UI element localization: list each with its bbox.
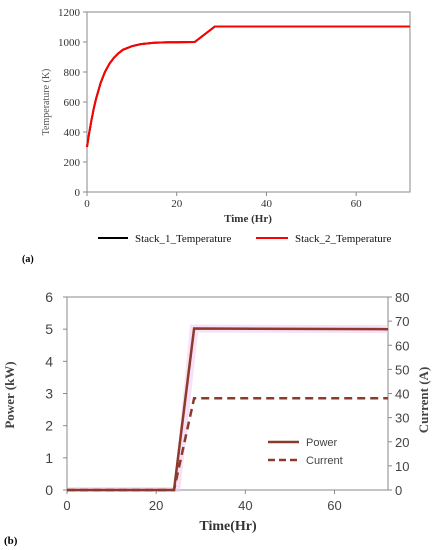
chart-b-y-tick-label-right: 80 [395, 290, 409, 305]
chart-b-x-tick-label: 20 [149, 498, 163, 513]
legend-label-power: Power [306, 437, 338, 449]
chart-b-y-tick-label-left: 5 [45, 321, 53, 337]
chart-a-y-tick-label: 800 [64, 67, 81, 79]
chart-a-y-tick-label: 1200 [58, 7, 81, 19]
chart-b-y-tick-label-left: 2 [45, 418, 53, 434]
chart-b-y-tick-label-right: 40 [395, 387, 409, 402]
chart-b-series-lines [67, 327, 389, 492]
chart-a-x-tick-label: 20 [171, 198, 183, 210]
panel-label-b: (b) [4, 535, 18, 547]
legend-label-stack-2: Stack_2_Temperature [295, 233, 391, 245]
chart-b-y-axis-label-left: Power (kW) [2, 361, 17, 428]
chart-a-y-axis-label: Temperature (K) [41, 69, 52, 136]
chart-b-y-tick-label-left: 4 [45, 353, 53, 369]
chart-b-y-tick-label-right: 70 [395, 314, 409, 329]
chart-b-y-tick-label-right: 10 [395, 459, 409, 474]
panel-label-a: (a) [22, 254, 34, 265]
chart-a-plot-area [86, 11, 411, 193]
chart-a-x-tick-label: 0 [84, 198, 90, 210]
chart-b: 0 1 2 3 4 5 6 0 10 20 30 40 50 60 70 80 0 20 40 60 Time(H… [2, 289, 431, 547]
chart-a-y-tick-label: 1000 [58, 37, 81, 49]
chart-b-x-tick-label: 0 [63, 498, 70, 513]
chart-a-y-tick-label: 200 [64, 157, 81, 169]
chart-b-y-tick-label-right: 20 [395, 435, 409, 450]
chart-a-x-tick-label: 60 [351, 198, 363, 210]
chart-a-x-axis-label: Time (Hr) [224, 213, 272, 225]
chart-a-y-tick-label: 600 [64, 97, 81, 109]
chart-b-y-tick-label-right: 60 [395, 338, 409, 353]
chart-a-x-ticks: 0 20 40 60 [84, 192, 362, 210]
chart-a-y-tick-label: 400 [64, 127, 81, 139]
chart-b-y-tick-label-right: 50 [395, 362, 409, 377]
chart-a-y-ticks: 0 200 400 600 800 1000 1200 [58, 7, 87, 199]
chart-b-y-tick-label-left: 6 [45, 289, 53, 305]
chart-b-y-tick-label-left: 0 [45, 482, 53, 498]
chart-b-x-tick-label: 40 [238, 498, 252, 513]
chart-b-y-ticks-right: 0 10 20 30 40 50 60 70 80 [388, 290, 409, 498]
legend-label-current: Current [306, 455, 343, 467]
chart-b-y-axis-label-right: Current (A) [416, 367, 431, 434]
chart-b-y-ticks-left: 0 1 2 3 4 5 6 [45, 289, 67, 498]
chart-b-x-axis-label: Time(Hr) [199, 519, 257, 534]
chart-b-series-line-current [67, 397, 388, 492]
legend-label-stack-1: Stack_1_Temperature [135, 233, 231, 245]
chart-b-x-tick-label: 60 [327, 498, 341, 513]
chart-b-legend: Power Current [268, 437, 343, 467]
chart-a-series-lines [86, 25, 410, 148]
chart-b-y-tick-label-right: 0 [395, 483, 402, 498]
chart-a-legend: Stack_1_Temperature Stack_2_Temperature [98, 233, 391, 245]
chart-a-series-line-2 [86, 25, 410, 148]
chart-b-y-tick-label-left: 1 [45, 450, 53, 466]
chart-a-x-tick-label: 40 [261, 198, 273, 210]
chart-b-x-ticks: 0 20 40 60 [63, 490, 342, 513]
chart-b-y-tick-label-left: 3 [45, 386, 53, 402]
chart-b-y-tick-label-right: 30 [395, 411, 409, 426]
chart-a-y-tick-label: 0 [75, 187, 81, 199]
